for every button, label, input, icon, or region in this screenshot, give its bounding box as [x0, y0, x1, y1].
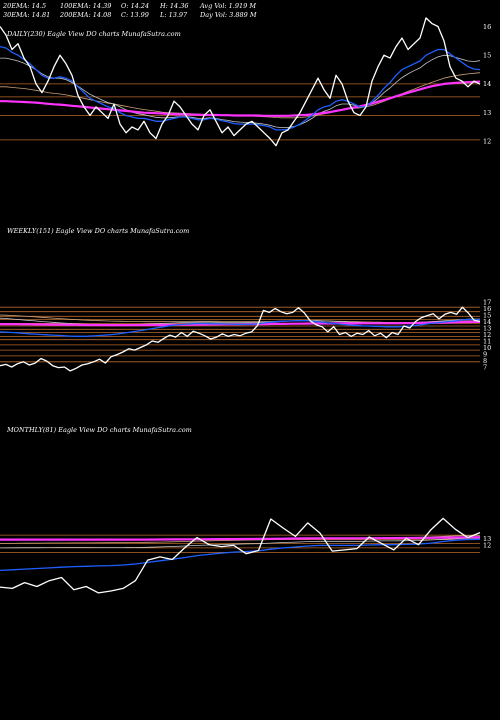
header-stat: 20EMA: 14.5	[2, 2, 46, 10]
ema-mid-line	[0, 537, 481, 549]
daily-levels	[0, 83, 480, 141]
header-stat: L: 13.97	[159, 11, 188, 19]
y-tick-label: 10	[483, 344, 491, 352]
header-stat: O: 14.24	[121, 2, 149, 10]
daily-panel-title: DAILY(230) Eagle View DO charts MunafaSu…	[6, 30, 181, 38]
monthly-series	[0, 517, 481, 594]
monthly-panel-title: MONTHLY(81) Eagle View DO charts MunafaS…	[6, 426, 192, 434]
header-stat: C: 13.99	[121, 11, 149, 19]
y-tick-label: 15	[483, 52, 491, 60]
daily-ticks: 16 15 14 13 12	[483, 23, 491, 146]
y-tick-label: 12	[483, 542, 491, 550]
ema-mid-line	[0, 54, 481, 128]
y-tick-label: 15	[483, 311, 491, 319]
price-line	[0, 306, 481, 372]
ema-slow-line	[0, 80, 481, 117]
price-line	[0, 17, 481, 147]
header-stat: Day Vol: 3.889 M	[199, 11, 257, 19]
y-tick-label: 8	[483, 357, 487, 365]
y-tick-label: 16	[483, 23, 491, 31]
header-stat: 100EMA: 14.39	[60, 2, 111, 10]
monthly-panel: MONTHLY(81) Eagle View DO charts MunafaS…	[0, 426, 491, 594]
ema-slow-line	[0, 536, 481, 541]
ema-fast-line	[0, 318, 481, 337]
y-tick-label: 14	[483, 318, 491, 326]
weekly-levels	[0, 306, 480, 363]
price-line	[0, 517, 481, 594]
header-stat: Avg Vol: 1.919 M	[199, 2, 256, 10]
weekly-panel-title: WEEKLY(151) Eagle View DO charts MunafaS…	[7, 227, 189, 235]
y-tick-label: 11	[483, 337, 491, 345]
header-stat: 30EMA: 14.81	[3, 11, 50, 19]
daily-panel: DAILY(230) Eagle View DO charts MunafaSu…	[0, 17, 491, 147]
y-tick-label: 16	[483, 305, 491, 313]
header-stats: 20EMA: 14.5 100EMA: 14.39 O: 14.24 H: 14…	[2, 2, 257, 19]
y-tick-label: 12	[483, 331, 491, 339]
y-tick-label: 13	[483, 324, 491, 332]
y-tick-label: 9	[483, 350, 487, 358]
ema-fast-line	[0, 45, 481, 131]
y-tick-label: 7	[483, 363, 487, 371]
y-tick-label: 12	[483, 138, 491, 146]
weekly-series	[0, 306, 481, 372]
y-tick-label: 17	[483, 298, 491, 306]
weekly-panel: WEEKLY(151) Eagle View DO charts MunafaS…	[0, 227, 491, 372]
daily-series	[0, 17, 481, 147]
y-tick-label: 13	[483, 109, 491, 117]
y-tick-label: 13	[483, 535, 491, 543]
header-stat: 200EMA: 14.08	[59, 11, 111, 19]
header-stat: H: 14.36	[159, 2, 189, 10]
y-tick-label: 14	[483, 80, 491, 88]
